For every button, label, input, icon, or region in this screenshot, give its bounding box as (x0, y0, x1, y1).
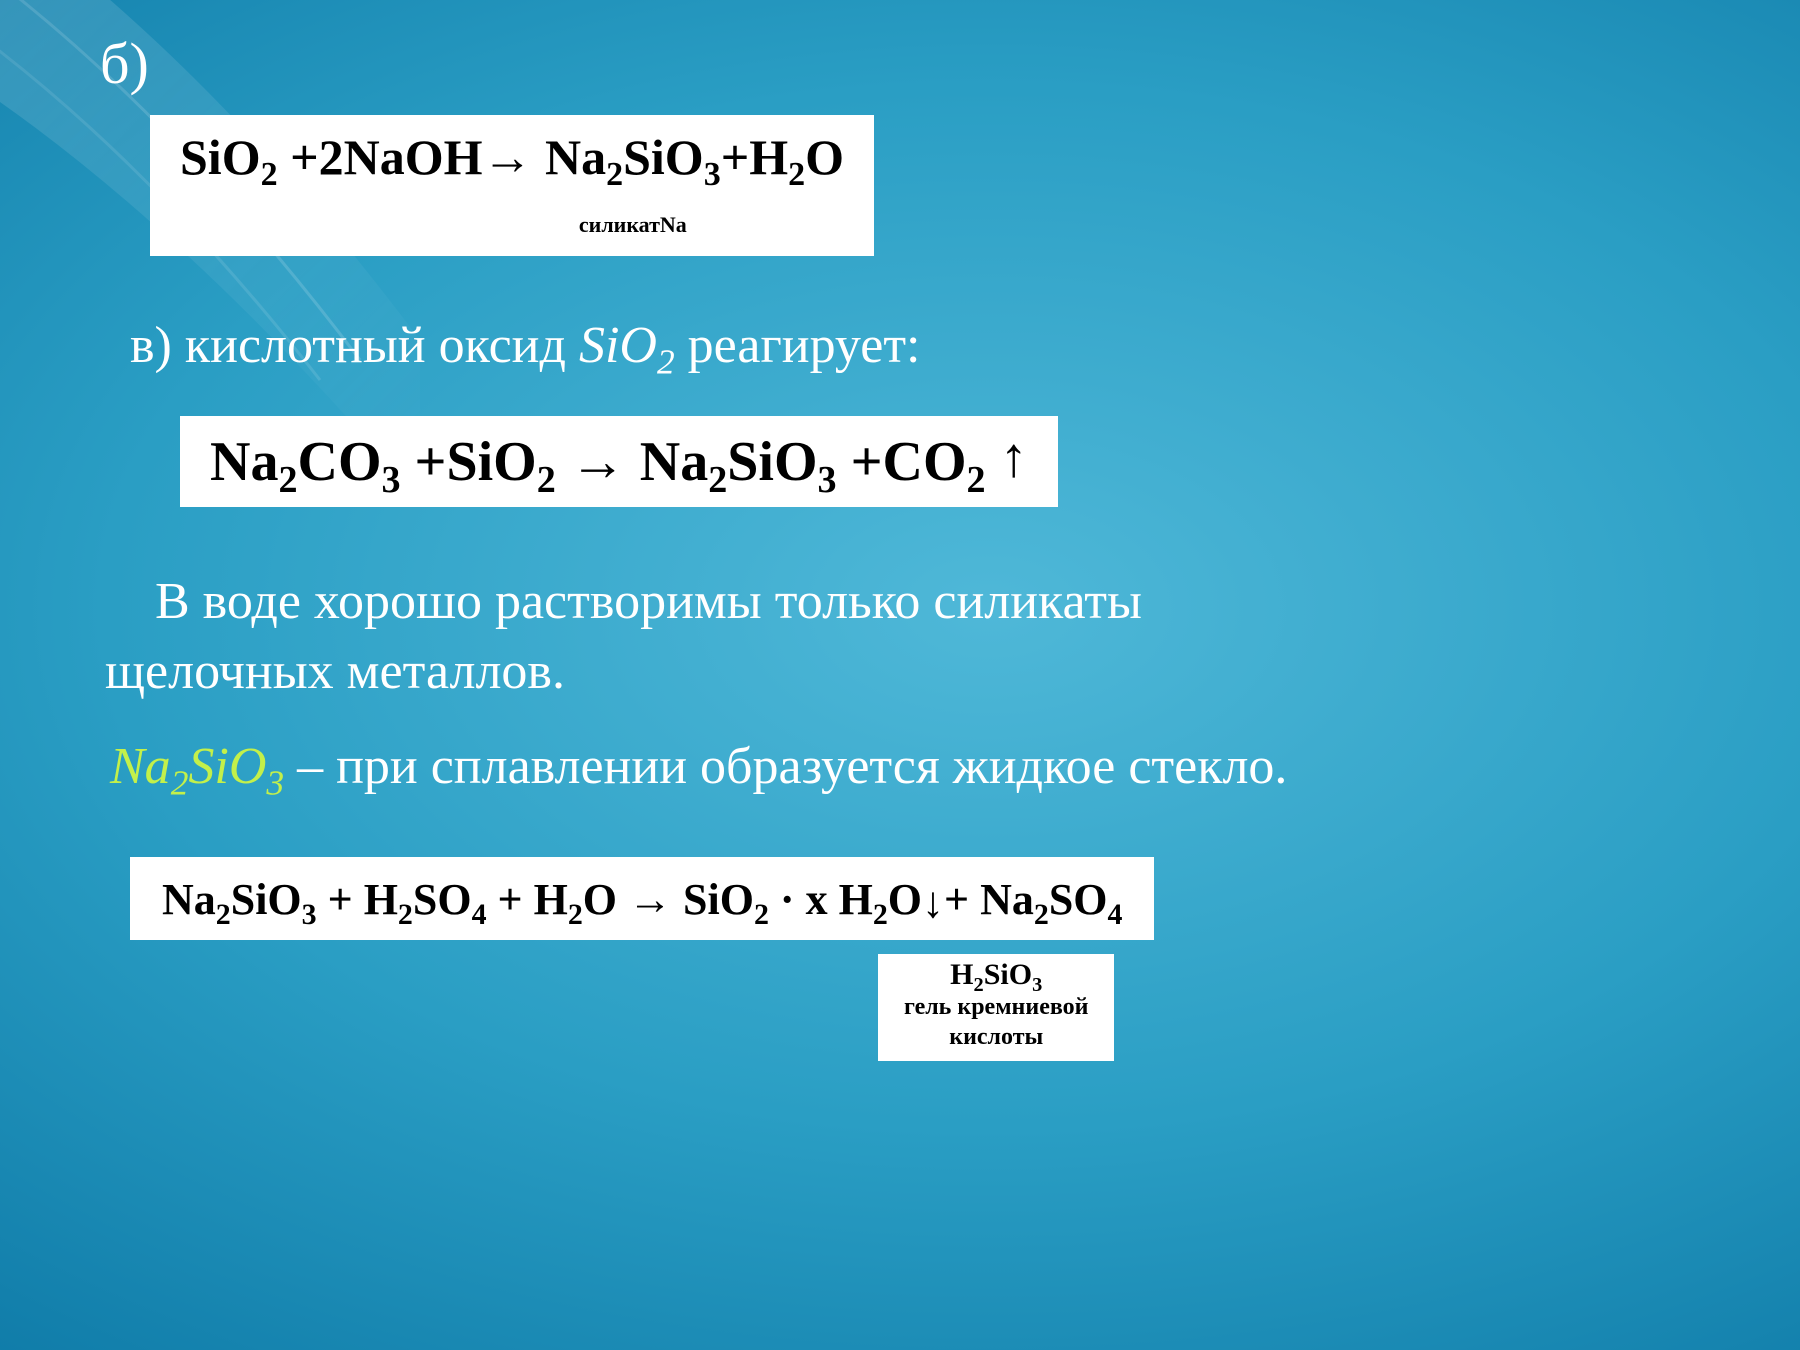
gel-label-box: H2SiO3 гель кремниевой кислоты (878, 954, 1115, 1062)
gas-arrow-icon: ↑ (1000, 426, 1028, 490)
gel-text-line2: кислоты (904, 1024, 1089, 1052)
paragraph-liquid-glass: Na2SiO3 – при сплавлении образуется жидк… (110, 732, 1720, 802)
eq-a-text: SiO2 +2NaOH→ Na2SiO3 силикатNa +H2O (180, 129, 844, 185)
bullet-b-label: б) (100, 30, 1720, 97)
equation-b-box: Na2CO3 +SiO2 → Na2SiO3 +CO2 ↑ (180, 416, 1058, 506)
equation-c-row: Na2SiO3 + H2SO4 + H2O → SiO2 · x H2O↓+ N… (100, 857, 1720, 940)
gel-text-line1: гель кремниевой (904, 994, 1089, 1022)
slide-container: б) SiO2 +2NaOH→ Na2SiO3 силикатNa +H2O в… (0, 0, 1800, 1350)
precipitate-arrow-icon: ↓ (922, 878, 944, 929)
na2sio3-formula: Na2SiO3 (110, 738, 297, 795)
equation-c-box: Na2SiO3 + H2SO4 + H2O → SiO2 · x H2O↓+ N… (130, 857, 1154, 940)
equation-b-row: Na2CO3 +SiO2 → Na2SiO3 +CO2 ↑ (100, 416, 1720, 506)
section-b: б) SiO2 +2NaOH→ Na2SiO3 силикатNa +H2O (100, 30, 1720, 256)
eq-b-text: Na2CO3 +SiO2 → Na2SiO3 +CO2 ↑ (210, 431, 1028, 493)
equation-a-box: SiO2 +2NaOH→ Na2SiO3 силикатNa +H2O (150, 115, 874, 256)
paragraph-solubility: В воде хорошо растворимы только силикаты… (155, 567, 1720, 707)
gel-formula: H2SiO3 (904, 958, 1089, 993)
silicate-label: силикатNa (579, 212, 687, 237)
section-c-label: в) кислотный оксид SiO2 реагирует: (130, 311, 1720, 381)
eq-c-text: Na2SiO3 + H2SO4 + H2O → SiO2 · x H2O↓+ N… (162, 875, 1122, 924)
